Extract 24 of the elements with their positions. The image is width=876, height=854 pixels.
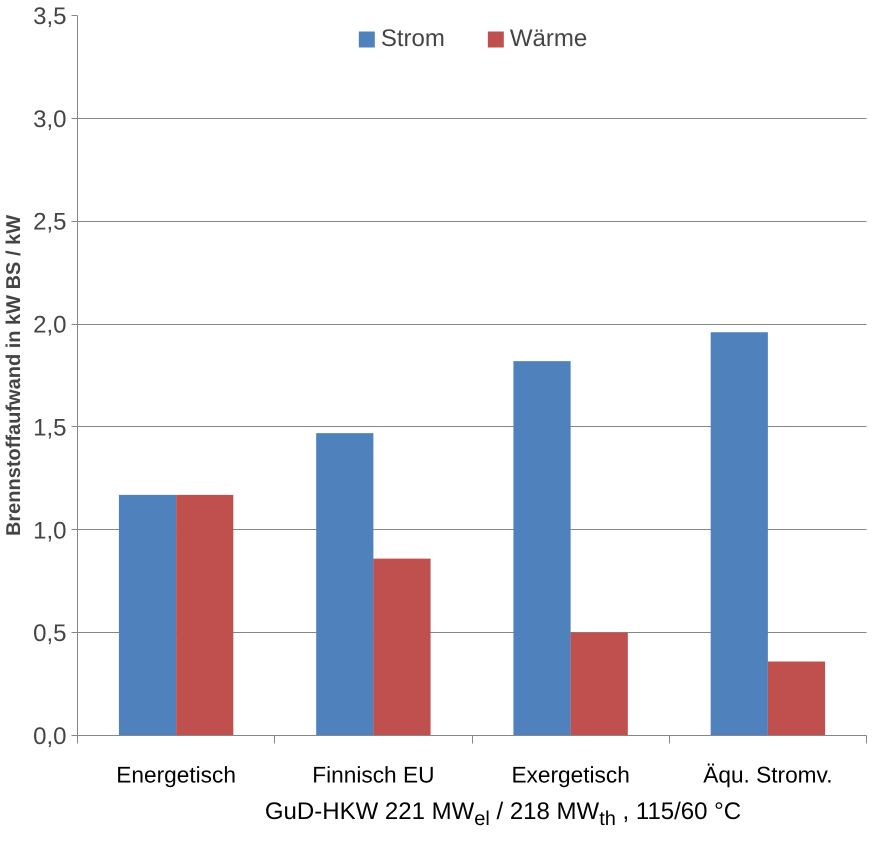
x-tick-label: Exergetisch (511, 762, 630, 788)
y-tick-label: 1,5 (33, 414, 67, 442)
x-tick-label: Finnisch EU (312, 762, 434, 788)
bar (176, 494, 234, 736)
bar (710, 332, 768, 736)
y-tick-label: 2,5 (33, 208, 67, 236)
y-tick-label: 0,0 (33, 723, 67, 750)
bar (316, 433, 374, 736)
y-tick-label: 3,5 (33, 3, 67, 30)
legend-label: Strom (380, 25, 445, 53)
x-tick-label: Äqu. Stromv. (703, 762, 833, 788)
bar (570, 632, 628, 736)
y-tick-label: 1,0 (33, 517, 67, 544)
y-axis-title: Brennstoffaufwand in kW BS / kW (3, 214, 26, 536)
bar (118, 494, 176, 736)
bar (373, 558, 431, 736)
y-tick-label: 2,0 (33, 312, 67, 339)
bar (513, 361, 571, 736)
x-tick-label: Energetisch (116, 762, 236, 788)
y-tick-label: 3,0 (33, 106, 67, 133)
y-tick-label: 0,5 (33, 620, 67, 648)
legend-label: Wärme (510, 25, 588, 53)
x-axis-title: GuD-HKW 221 MW$_{el}$ / 218 MW$_{th}$ , 115/60 °C (264, 797, 742, 832)
bar (768, 661, 826, 736)
